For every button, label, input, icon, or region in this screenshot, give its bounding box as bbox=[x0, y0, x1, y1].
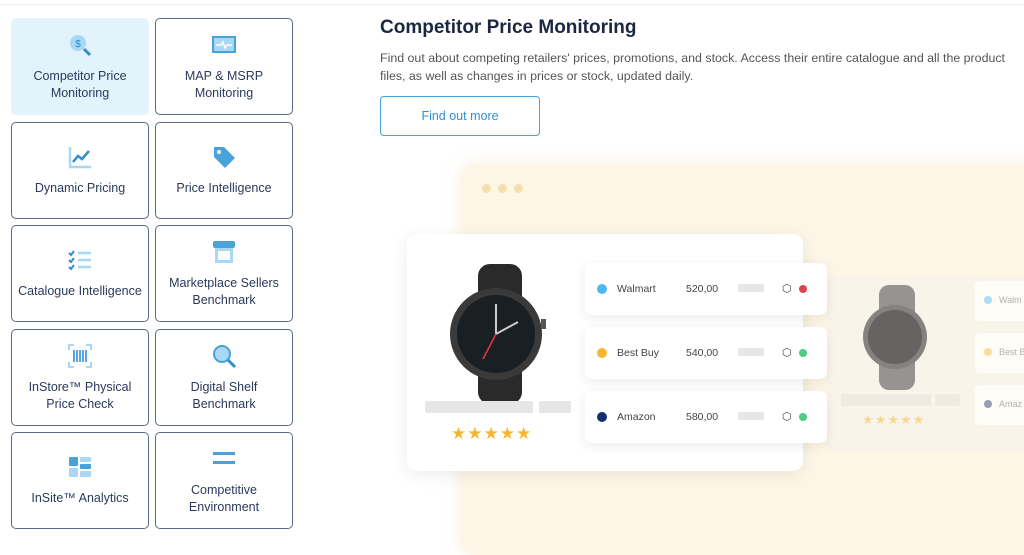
package-icon: ⬡ bbox=[782, 411, 792, 423]
tile-label: Competitive Environment bbox=[188, 482, 260, 514]
retailer-price: 520,00 bbox=[686, 283, 719, 295]
retailer-color-dot bbox=[597, 284, 607, 294]
faded-retailer-row: Amaz bbox=[975, 385, 1024, 425]
tile-label: InStore™ Physical Price Check bbox=[28, 379, 132, 411]
tile-instore-physical-price-check[interactable]: InStore™ Physical Price Check bbox=[11, 329, 149, 426]
page-title: Competitor Price Monitoring bbox=[380, 17, 637, 38]
price-tag-icon bbox=[211, 144, 237, 170]
retailer-price: 580,00 bbox=[686, 411, 719, 423]
tile-insite-analytics[interactable]: InSite™ Analytics bbox=[11, 432, 149, 529]
placeholder-bar bbox=[738, 412, 764, 420]
retailer-price: 540,00 bbox=[686, 347, 719, 359]
find-out-more-button[interactable]: Find out more bbox=[380, 96, 540, 136]
retailer-row: Amazon 580,00 ⬡ bbox=[585, 391, 827, 443]
retailer-name: Amazon bbox=[617, 411, 656, 423]
watch-image bbox=[863, 285, 927, 390]
rating-stars: ★★★★★ bbox=[862, 412, 926, 427]
line-chart-icon bbox=[67, 144, 93, 170]
retailer-color-dot bbox=[597, 348, 607, 358]
retailer-name: Best B bbox=[999, 347, 1024, 357]
watch-image bbox=[450, 264, 546, 404]
in-stock-status-icon bbox=[799, 349, 807, 357]
tile-catalogue-intelligence[interactable]: Catalogue Intelligence bbox=[11, 225, 149, 322]
tile-label: InSite™ Analytics bbox=[31, 491, 129, 505]
package-icon: ⬡ bbox=[782, 283, 792, 295]
out-of-stock-status-icon bbox=[799, 285, 807, 293]
tile-label: Price Intelligence bbox=[176, 181, 272, 195]
retailer-name: Walm bbox=[999, 295, 1022, 305]
tile-marketplace-sellers-benchmark[interactable]: Marketplace Sellers Benchmark bbox=[155, 225, 293, 322]
placeholder-bar bbox=[539, 401, 571, 413]
dashboard-icon bbox=[67, 454, 93, 480]
in-stock-status-icon bbox=[799, 413, 807, 421]
window-dot bbox=[514, 184, 523, 193]
placeholder-bar bbox=[738, 284, 764, 292]
retailer-color-dot bbox=[984, 400, 992, 408]
faded-retailer-row: Walm bbox=[975, 281, 1024, 321]
tile-competitor-price-monitoring[interactable]: $ Competitor Price Monitoring bbox=[11, 18, 149, 115]
checklist-icon bbox=[67, 247, 93, 273]
tile-label: MAP & MSRP Monitoring bbox=[184, 68, 264, 100]
placeholder-bar bbox=[425, 401, 533, 413]
tile-price-intelligence[interactable]: Price Intelligence bbox=[155, 122, 293, 219]
tile-map-msrp-monitoring[interactable]: MAP & MSRP Monitoring bbox=[155, 18, 293, 115]
monitor-pulse-icon bbox=[211, 32, 237, 58]
svg-text:$: $ bbox=[75, 39, 81, 50]
retailer-row: Best Buy 540,00 ⬡ bbox=[585, 327, 827, 379]
package-icon: ⬡ bbox=[782, 347, 792, 359]
tile-label: Dynamic Pricing bbox=[34, 181, 126, 195]
description: Find out about competing retailers' pric… bbox=[380, 51, 1005, 83]
retailer-name: Walmart bbox=[617, 283, 656, 295]
tile-digital-shelf-benchmark[interactable]: Digital Shelf Benchmark bbox=[155, 329, 293, 426]
retailer-name: Best Buy bbox=[617, 347, 660, 359]
tile-label: Catalogue Intelligence bbox=[18, 284, 142, 298]
magnifier-icon bbox=[211, 343, 237, 369]
rating-stars: ★★★★★ bbox=[451, 424, 533, 443]
dollar-search-icon: $ bbox=[67, 32, 93, 58]
retailer-color-dot bbox=[597, 412, 607, 422]
divider bbox=[0, 4, 1024, 5]
storefront-icon bbox=[211, 239, 237, 265]
tile-label: Digital Shelf Benchmark bbox=[190, 379, 258, 411]
retailer-name: Amaz bbox=[999, 399, 1023, 409]
tile-competitive-environment[interactable]: Competitive Environment bbox=[155, 432, 293, 529]
faded-product-card: ★★★★★ Walm Best B Amaz bbox=[827, 277, 1024, 450]
placeholder-bar bbox=[935, 394, 960, 406]
retailer-color-dot bbox=[984, 296, 992, 304]
faded-retailer-row: Best B bbox=[975, 333, 1024, 373]
window-dot bbox=[482, 184, 491, 193]
tile-label: Marketplace Sellers Benchmark bbox=[169, 275, 279, 307]
retailer-color-dot bbox=[984, 348, 992, 356]
window-dot bbox=[498, 184, 507, 193]
placeholder-bar bbox=[738, 348, 764, 356]
retailer-row: Walmart 520,00 ⬡ bbox=[585, 263, 827, 315]
barcode-scan-icon bbox=[67, 343, 93, 369]
placeholder-bar bbox=[841, 394, 931, 406]
tile-label: Competitor Price Monitoring bbox=[33, 68, 127, 100]
tile-dynamic-pricing[interactable]: Dynamic Pricing bbox=[11, 122, 149, 219]
menu-lines-icon bbox=[211, 446, 237, 472]
